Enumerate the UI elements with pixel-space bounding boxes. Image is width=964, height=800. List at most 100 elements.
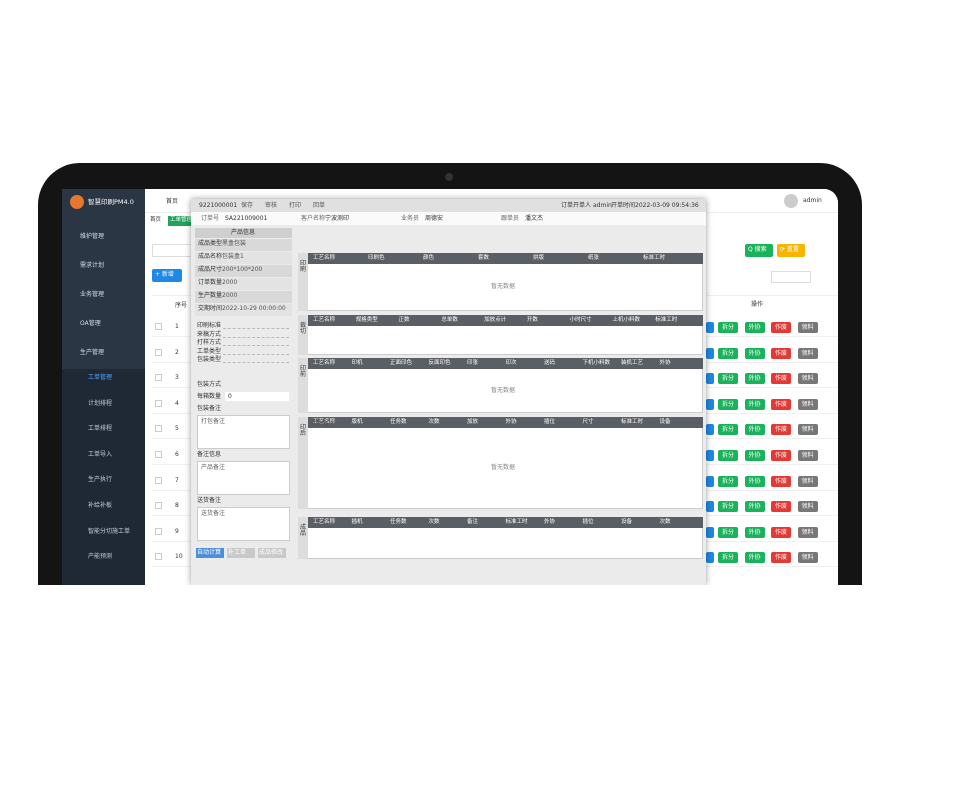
section-header: 总单数 [441, 317, 458, 323]
submenu-item: 工单导入 [88, 450, 113, 458]
section-header: 次数 [428, 419, 440, 425]
modal-tool: 回单 [313, 202, 326, 209]
row-check [155, 425, 162, 433]
row-btn-edge [706, 373, 714, 385]
row-btn-edge [706, 450, 714, 461]
row-index: 5 [175, 425, 179, 433]
section-header: 次数 [428, 519, 440, 525]
action-btn: 领料 [797, 501, 818, 513]
action-btn: 作废 [771, 552, 791, 564]
check-item: 自动计算 [196, 548, 224, 558]
submenu-item: 补给补板 [88, 502, 113, 509]
action-btn: 作废 [771, 398, 791, 410]
add-btn: + 新增 [152, 269, 182, 282]
th-action: 操作 [751, 301, 764, 308]
field-bg [195, 239, 292, 251]
action-btn: 作废 [771, 373, 791, 385]
section-header: 工艺名称 [313, 317, 336, 323]
row-index: 4 [175, 399, 179, 407]
section-side [298, 417, 308, 509]
pack-count: 0 [228, 393, 232, 400]
action-btn: 外协 [744, 322, 765, 333]
section-header: 加放 [467, 419, 479, 425]
section [298, 417, 703, 509]
tab-active: 工单管理 [168, 216, 202, 226]
section-head [308, 517, 703, 528]
note-box [197, 415, 290, 449]
modal-header [191, 199, 706, 212]
option-label: 包装类型 [197, 356, 222, 363]
row-check [155, 374, 162, 382]
section-header: 上机小料数 [612, 317, 640, 323]
row-btn-edge [706, 501, 714, 513]
action-btn: 领料 [797, 450, 818, 461]
action-btn: 拆分 [718, 347, 738, 359]
option-select [223, 348, 289, 355]
action-btn: 外协 [744, 475, 765, 487]
pack-count-box [225, 392, 289, 401]
field-label: 生产数量 [198, 292, 223, 299]
action-btn: 拆分 [718, 526, 738, 538]
field-bg [195, 265, 292, 277]
section-side [298, 253, 308, 311]
field-value: 黑盒包装 [222, 240, 247, 247]
field-value: 包装盒1 [222, 253, 244, 260]
info-label: 业务员 [401, 215, 420, 222]
section-header: 反面印色 [428, 360, 451, 366]
modal-tool: 保存 [241, 202, 254, 209]
row-index: 10 [175, 553, 183, 561]
info-row [191, 212, 706, 225]
time-label: 开单时间 [611, 202, 636, 209]
submenu-item: 产能预测 [88, 553, 113, 561]
action-btn: 拆分 [718, 322, 738, 333]
note-text: 送货备注 [201, 510, 226, 517]
logo-icon [70, 195, 84, 209]
section-header: 小时尺寸 [569, 317, 592, 323]
row-index: 1 [175, 323, 179, 330]
action-btn: 领料 [797, 552, 818, 564]
row-check [155, 553, 162, 561]
action-btn: 领料 [797, 373, 818, 385]
submenu-item: 计划排程 [88, 399, 113, 407]
row-btn-edge [706, 526, 714, 538]
note-box [197, 461, 290, 495]
menu-item: 业务管理 [80, 291, 105, 298]
section-header: 标准工时 [505, 519, 528, 525]
field-bg [195, 252, 292, 264]
modal-tool: 审核 [265, 202, 278, 209]
section-head [308, 315, 703, 326]
th-index: 序号 [175, 302, 188, 309]
action-btn: 领料 [797, 322, 818, 333]
section-header: 标准工时 [621, 419, 644, 425]
modal-code: 9221000001 [199, 202, 238, 209]
row-index: 9 [175, 527, 179, 535]
action-btn: 外协 [744, 347, 765, 359]
pack-label: 包装方式 [197, 381, 222, 388]
section-label: 印前 [300, 365, 307, 378]
field-label: 成品名称 [198, 253, 223, 260]
section-header: 加放点计 [484, 317, 507, 323]
row-check [155, 399, 162, 407]
menu-item: 维护管理 [80, 233, 105, 240]
row-btn-edge [706, 398, 714, 410]
action-btn: 外协 [744, 398, 765, 410]
section-header: 开数 [526, 317, 538, 323]
row-btn-edge [706, 322, 714, 333]
field-value: 2000 [222, 292, 238, 299]
field-value: 2000 [222, 279, 238, 286]
info-value: 潘文杰 [525, 215, 544, 222]
row-index: 8 [175, 502, 179, 510]
section-header: 规格类型 [355, 317, 378, 323]
breadcrumb: 首页 [166, 198, 179, 205]
creator: admin [593, 202, 612, 209]
field-bg [195, 304, 292, 316]
action-btn: 拆分 [718, 398, 738, 410]
menu-item: 生产管理 [80, 349, 105, 356]
section-header: 工艺名称 [313, 519, 336, 525]
check-item: 成品修改 [258, 548, 286, 558]
field-value: 200*100*200 [222, 266, 263, 273]
remark: 印刷备注 [311, 421, 336, 428]
option-select [223, 322, 289, 329]
info-label: 订单号 [201, 215, 220, 222]
section-header: 装机工艺 [621, 360, 644, 366]
